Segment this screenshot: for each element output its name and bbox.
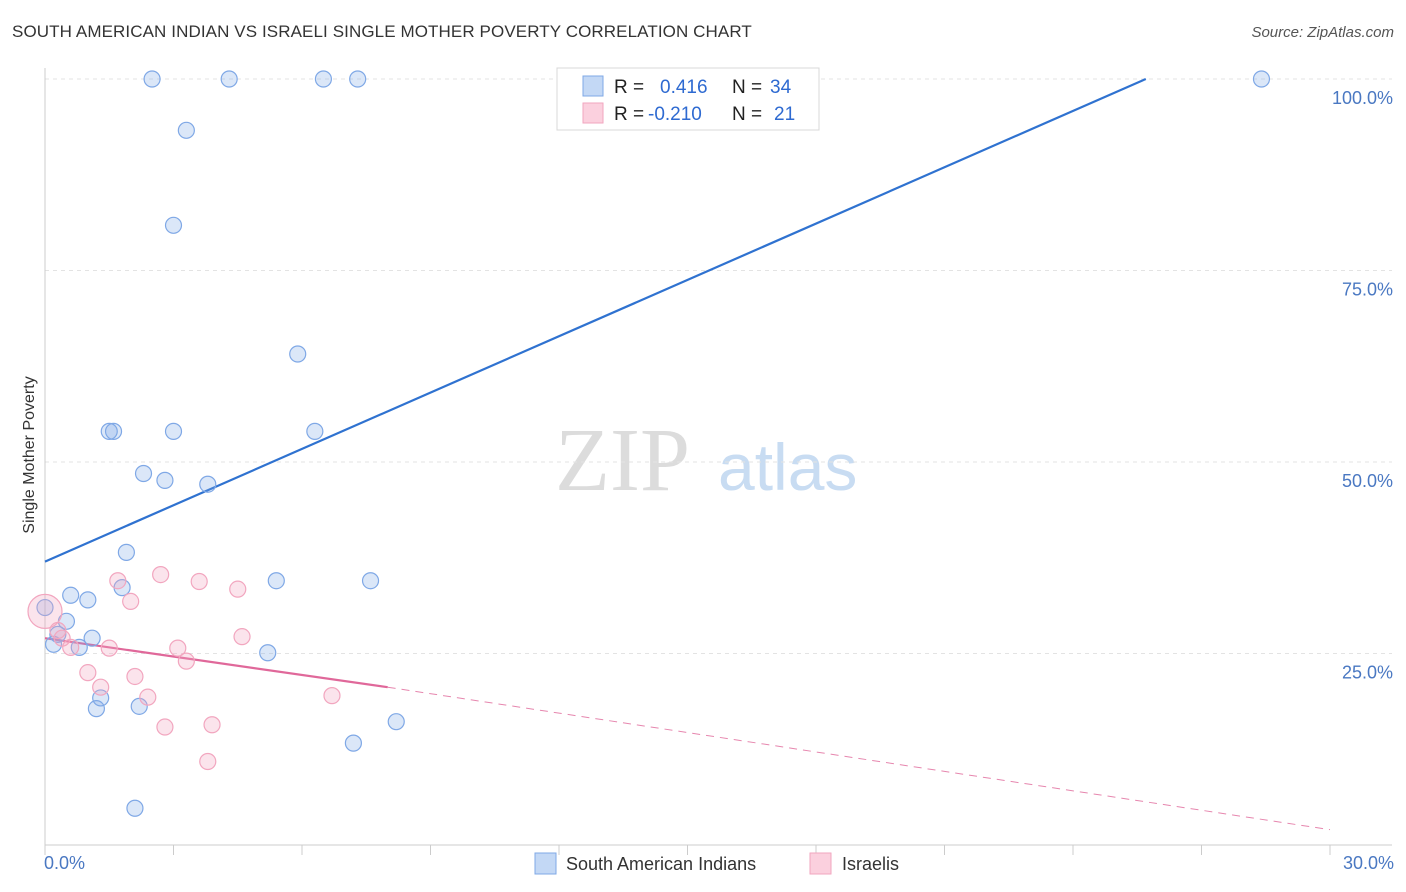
point-south-american-6 [164,216,183,234]
point-south-american-2 [314,70,333,88]
point-south-american-23 [83,629,101,647]
point-south-american-13 [156,471,174,489]
point-israeli-20 [53,629,71,647]
legend-n-value-2: 21 [774,104,795,125]
legend-n-label-2: N = [732,104,762,125]
point-south-american-9 [104,422,123,440]
series-legend: South American Indians Israelis [534,852,899,875]
y-tick-labels: 100.0% 75.0% 50.0% 25.0% [1332,88,1393,683]
point-israeli-2 [62,638,80,656]
point-israeli-5 [122,592,140,611]
point-israeli-4 [109,572,127,590]
point-israeli-9 [169,639,187,657]
x-tick-label-min: 0.0% [44,853,85,873]
point-israeli-17 [156,718,174,736]
legend-r-label-2: R = [614,104,644,125]
data-points [27,70,1271,817]
legend-swatch-israelis [582,102,604,124]
stats-legend: R = 0.416 N = 34 R = -0.210 N = 21 [556,67,820,131]
y-tick-label-2: 50.0% [1342,471,1393,491]
point-israeli-3 [100,639,118,657]
bottom-legend-label-israelis: Israelis [842,854,899,874]
chart-source: Source: ZipAtlas.com [1251,24,1394,41]
legend-n-value-1: 34 [770,77,792,98]
point-south-american-0 [143,70,161,88]
trend-line-0 [44,77,1147,563]
bottom-legend-swatch-israelis [809,852,832,875]
trend-lines [44,77,1331,831]
point-israeli-11 [233,628,251,646]
point-south-american-16 [267,572,285,590]
gridlines [45,78,1392,654]
point-south-american-15 [117,543,135,561]
point-south-american-12 [134,464,153,483]
point-south-american-17 [361,572,380,590]
watermark-zip: ZIP [555,411,690,510]
watermark-atlas: atlas [718,430,857,504]
point-israeli-6 [152,566,170,584]
point-south-american-11 [306,422,324,440]
point-south-american-19 [62,586,80,604]
point-south-american-5 [177,121,195,139]
bottom-legend-swatch-south-american [534,852,557,875]
point-israeli-19 [199,752,217,771]
point-south-american-14 [199,475,217,493]
point-israeli-14 [92,678,110,696]
y-tick-label-0: 100.0% [1332,88,1393,108]
legend-n-label-1: N = [732,77,762,98]
point-israeli-18 [203,716,221,734]
point-israeli-13 [126,667,144,686]
chart-title: SOUTH AMERICAN INDIAN VS ISRAELI SINGLE … [12,22,752,41]
point-israeli-7 [190,572,208,591]
point-south-american-32 [126,799,144,817]
point-south-american-1 [220,70,238,88]
y-tick-label-3: 25.0% [1342,663,1393,683]
point-israeli-0 [27,593,63,629]
legend-r-label-1: R = [614,77,644,98]
trend-line-dashed-1 [387,686,1331,831]
point-south-american-26 [259,644,277,662]
legend-r-value-2: -0.210 [648,104,702,125]
trend-line-1 [44,637,388,689]
point-south-american-31 [344,734,362,752]
point-south-american-29 [130,697,148,715]
point-south-american-8 [100,422,118,440]
point-south-american-21 [36,598,54,617]
y-tick-label-1: 75.0% [1342,280,1393,300]
point-israeli-15 [139,688,157,706]
point-israeli-10 [177,652,195,670]
point-israeli-16 [323,687,341,705]
point-south-american-7 [289,345,307,363]
point-israeli-8 [229,580,247,598]
y-axis-label: Single Mother Poverty [21,376,38,533]
point-south-american-10 [164,422,183,440]
x-tick-label-max: 30.0% [1343,853,1394,873]
axes [44,68,1392,855]
point-south-american-3 [349,70,367,88]
point-south-american-28 [87,700,106,718]
point-israeli-12 [79,664,97,682]
point-south-american-4 [1252,70,1271,88]
point-south-american-20 [79,591,97,609]
point-south-american-30 [387,713,405,731]
legend-swatch-south-american [582,75,604,97]
legend-r-value-1: 0.416 [660,77,708,98]
point-south-american-25 [44,635,63,653]
bottom-legend-label-south-american: South American Indians [566,854,756,874]
